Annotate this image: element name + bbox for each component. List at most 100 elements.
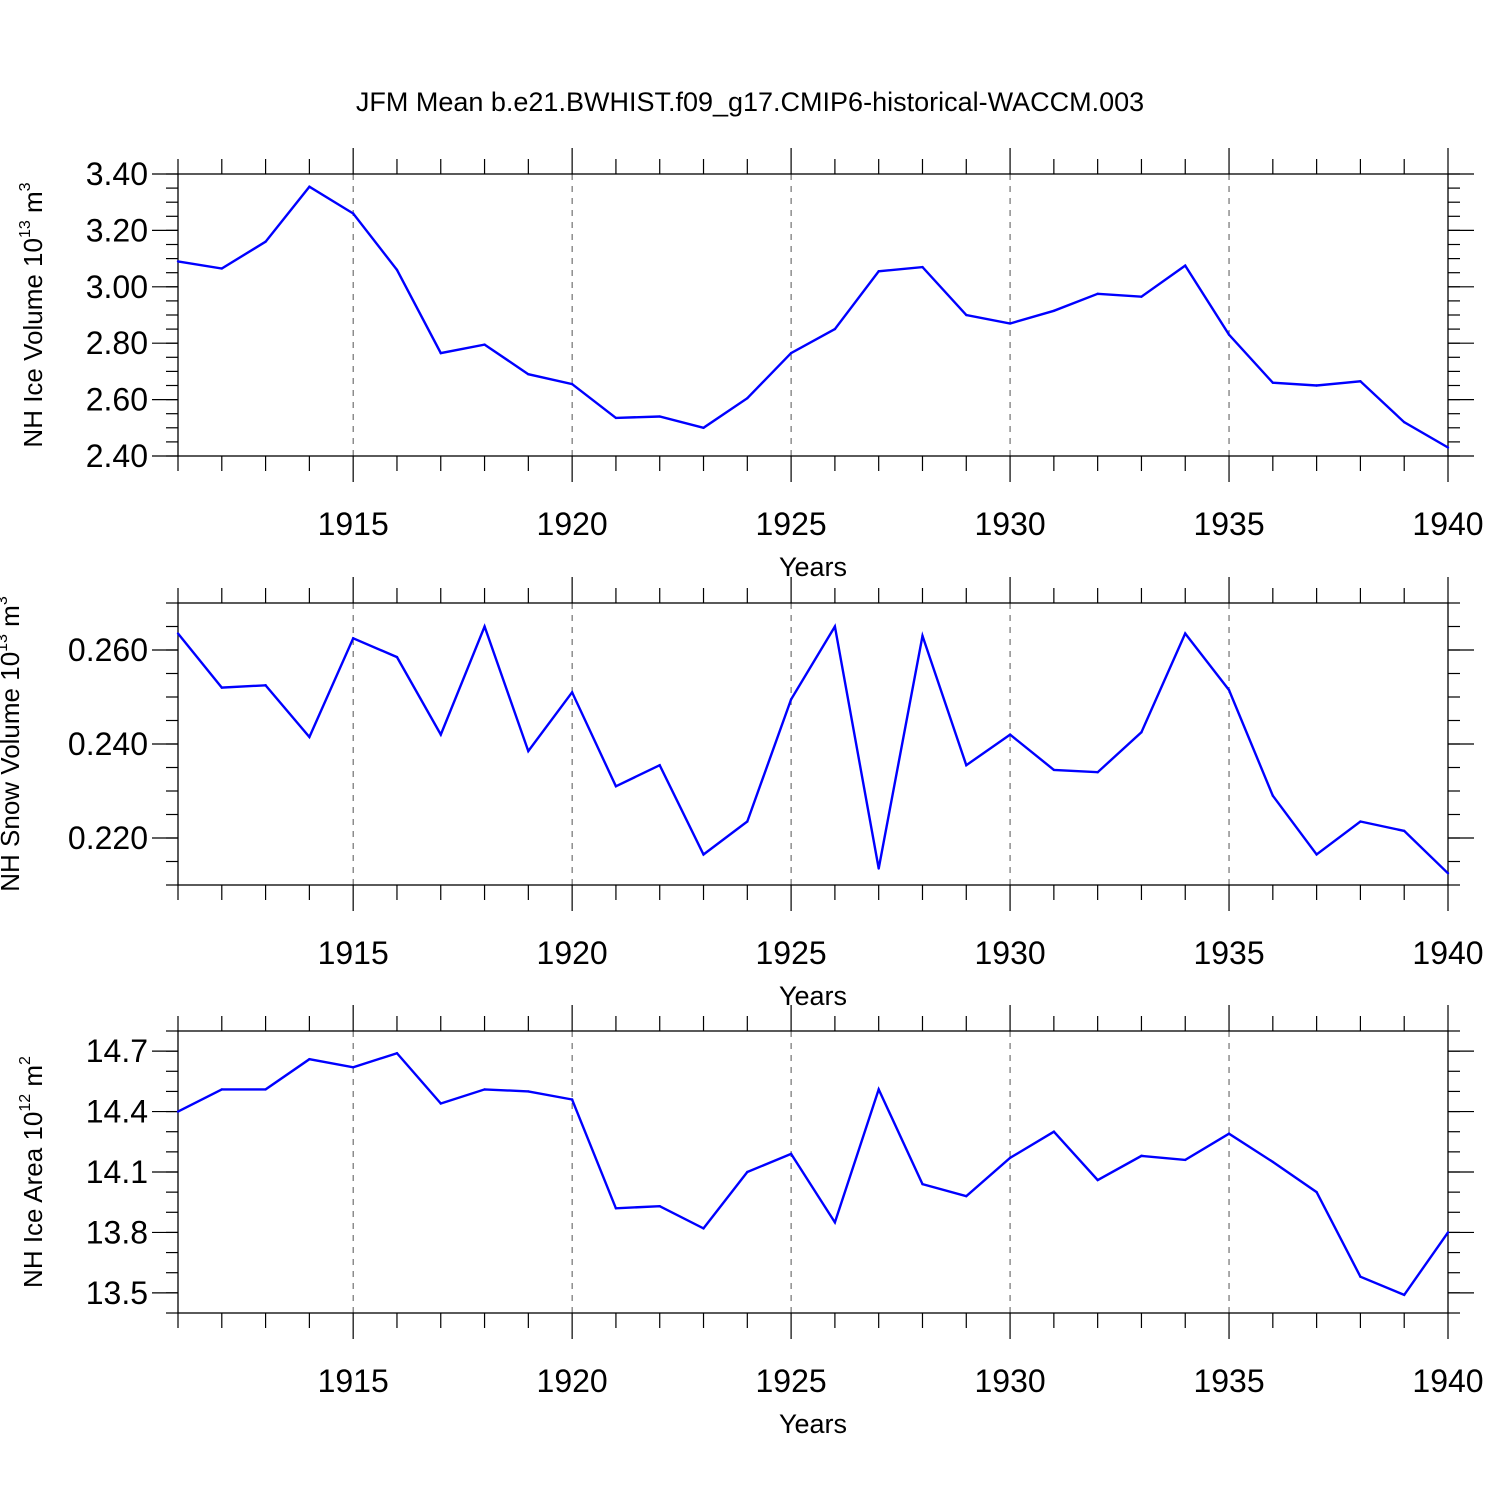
data-point: [1446, 872, 1450, 875]
data-point: [1008, 733, 1012, 736]
data-point: [264, 1088, 267, 1091]
data-point: [1052, 768, 1056, 772]
y-tick-label: 0.260: [68, 632, 148, 668]
y-tick-label: 13.8: [86, 1214, 148, 1250]
y-tick-label: 3.00: [86, 269, 148, 305]
data-point: [351, 1066, 355, 1069]
y-axis-label: NH Ice Volume 1013 m3: [17, 182, 48, 447]
data-point: [308, 185, 311, 188]
data-point: [570, 382, 574, 386]
x-tick-label: 1915: [318, 935, 389, 971]
data-point: [1096, 1178, 1099, 1182]
data-point: [789, 698, 793, 701]
data-point: [220, 686, 223, 689]
data-point: [264, 240, 267, 243]
data-point: [1140, 731, 1143, 734]
data-point: [746, 820, 749, 823]
data-point: [658, 763, 661, 767]
data-point: [1446, 1231, 1450, 1234]
data-point: [395, 268, 399, 272]
data-point: [1008, 1156, 1012, 1160]
data-point: [1052, 1130, 1056, 1133]
data-point: [746, 1170, 749, 1174]
data-point: [439, 351, 442, 355]
data-point: [395, 1051, 399, 1055]
x-axis-label: Years: [779, 1409, 847, 1439]
series-line: [177, 1051, 1449, 1297]
y-tick-label: 14.7: [86, 1033, 148, 1069]
data-point: [439, 733, 442, 736]
data-point: [1096, 292, 1099, 296]
data-point: [1271, 1160, 1275, 1164]
data-point: [1140, 1154, 1143, 1158]
data-point: [877, 867, 880, 870]
data-point: [308, 735, 311, 739]
x-tick-label: 1930: [974, 935, 1045, 971]
data-point: [614, 416, 618, 420]
axis-ticks: [152, 148, 1474, 482]
x-tick-label: 1940: [1412, 1363, 1483, 1399]
y-axis-label: NH Ice Area 1012 m2: [17, 1056, 48, 1288]
data-point: [1271, 381, 1275, 384]
data-point: [658, 415, 661, 418]
data-point: [483, 625, 486, 628]
data-point: [702, 853, 705, 856]
x-tick-label: 1930: [974, 506, 1045, 542]
data-point: [176, 260, 180, 263]
data-point: [1446, 446, 1450, 449]
data-point: [965, 1194, 968, 1198]
data-points: [176, 625, 1450, 875]
data-points: [176, 1051, 1450, 1297]
data-point: [395, 655, 399, 659]
plot-frame: [177, 173, 1449, 457]
y-tick-label: 14.4: [86, 1094, 148, 1130]
y-tick-label: 3.40: [86, 156, 148, 192]
data-point: [833, 327, 837, 331]
data-point: [527, 1090, 530, 1093]
plot-frame: [177, 1030, 1449, 1314]
data-point: [833, 625, 837, 628]
data-point: [702, 426, 705, 429]
data-point: [833, 1221, 837, 1224]
data-point: [220, 1088, 223, 1091]
x-tick-label: 1920: [537, 935, 608, 971]
data-point: [1315, 853, 1318, 856]
data-point: [1359, 820, 1362, 823]
data-point: [1052, 309, 1056, 312]
data-point: [1403, 420, 1406, 424]
data-point: [1359, 1275, 1362, 1278]
data-point: [1140, 295, 1143, 298]
data-point: [570, 1098, 574, 1101]
data-point: [614, 785, 618, 788]
data-point: [1096, 771, 1099, 774]
data-point: [965, 313, 968, 317]
data-point: [483, 1088, 486, 1091]
x-axis-label: Years: [779, 552, 847, 582]
y-tick-label: 2.60: [86, 382, 148, 418]
data-point: [614, 1207, 618, 1210]
data-point: [176, 1110, 180, 1113]
data-point: [921, 265, 924, 269]
x-tick-label: 1920: [537, 506, 608, 542]
data-point: [176, 632, 180, 635]
series-line: [177, 623, 1449, 875]
y-tick-label: 0.220: [68, 820, 148, 856]
x-tick-label: 1920: [537, 1363, 608, 1399]
y-tick-label: 13.5: [86, 1275, 148, 1311]
axis-ticks: [152, 577, 1474, 911]
x-tick-label: 1935: [1193, 506, 1264, 542]
y-axis-label: NH Snow Volume 1013 m3: [0, 596, 25, 892]
data-point: [746, 396, 749, 400]
data-point: [220, 267, 223, 270]
axis-ticks: [152, 1005, 1474, 1339]
series-line: [177, 185, 1449, 449]
data-point: [527, 373, 530, 376]
data-point: [789, 1152, 793, 1156]
data-point: [702, 1227, 705, 1230]
data-point: [1008, 322, 1012, 325]
y-tick-label: 3.20: [86, 212, 148, 248]
data-point: [1403, 1293, 1406, 1297]
data-point: [877, 1088, 880, 1091]
data-point: [308, 1058, 311, 1061]
